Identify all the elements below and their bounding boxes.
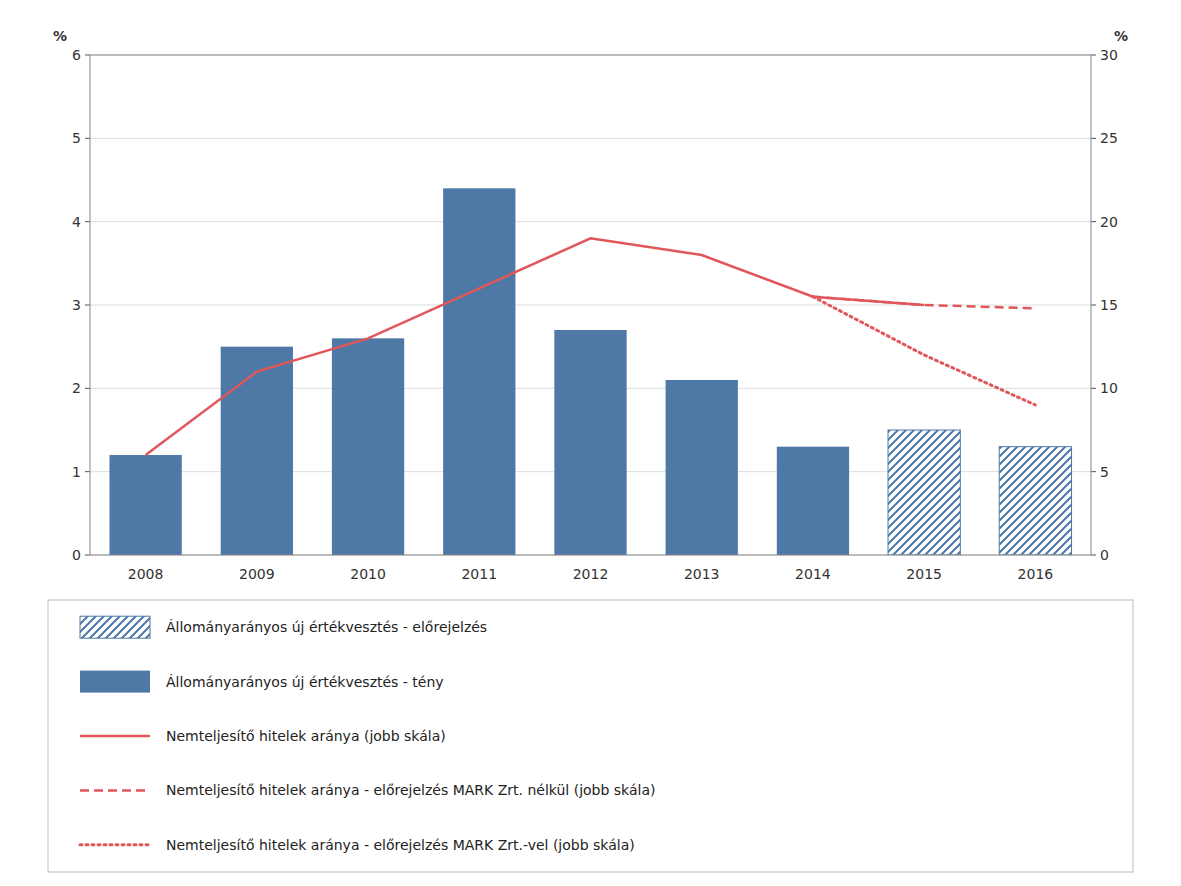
y2-tick-label: 10 xyxy=(1100,380,1118,396)
y2-tick xyxy=(1091,305,1096,306)
y2-tick xyxy=(1091,221,1096,222)
y2-tick-label: 25 xyxy=(1100,130,1118,146)
y2-tick-label: 15 xyxy=(1100,297,1118,313)
bar xyxy=(554,330,626,555)
bar xyxy=(777,447,849,555)
bar xyxy=(443,188,515,555)
legend: Állományarányos új értékvesztés - előrej… xyxy=(48,600,1133,872)
legend-swatch xyxy=(80,843,150,846)
y-tick-label: 6 xyxy=(72,47,81,63)
legend-label: Állományarányos új értékvesztés - tény xyxy=(166,674,444,690)
y2-tick-label: 5 xyxy=(1100,464,1109,480)
bar xyxy=(999,447,1071,555)
y-axis-label: % xyxy=(53,28,67,44)
plot-frame xyxy=(90,55,1091,555)
x-tick-label: 2010 xyxy=(350,566,386,582)
line xyxy=(813,297,1035,405)
y2-tick xyxy=(1091,471,1096,472)
y2-tick xyxy=(1091,55,1096,56)
legend-swatch xyxy=(80,735,150,738)
y-tick xyxy=(85,55,90,56)
marks xyxy=(109,188,1071,555)
y-tick xyxy=(85,471,90,472)
y-tick-label: 3 xyxy=(72,297,81,313)
y2-tick xyxy=(1091,388,1096,389)
legend-label: Állományarányos új értékvesztés - előrej… xyxy=(166,619,487,635)
legend-swatch xyxy=(80,671,150,693)
y2-tick-label: 20 xyxy=(1100,214,1118,230)
y2-axis-label: % xyxy=(1114,28,1128,44)
x-tick-label: 2012 xyxy=(573,566,609,582)
legend-box xyxy=(48,600,1133,872)
y2-tick-label: 30 xyxy=(1100,47,1118,63)
bar xyxy=(221,347,293,555)
y-tick-label: 2 xyxy=(72,380,81,396)
y2-tick xyxy=(1091,138,1096,139)
grid-line xyxy=(90,221,1091,222)
y-tick xyxy=(85,138,90,139)
legend-label: Nemteljesítő hitelek aránya (jobb skála) xyxy=(166,728,446,744)
y-tick-label: 1 xyxy=(72,464,81,480)
grid xyxy=(90,55,1091,555)
legend-label: Nemteljesítő hitelek aránya - előrejelzé… xyxy=(166,837,635,853)
legend-swatch xyxy=(80,789,150,792)
chart: 0 1 2 3 4 5 6 0 5 10 15 20 25 30 2008 2009 2010 2011 2012 2… xyxy=(0,0,1181,886)
y2-tick-label: 0 xyxy=(1100,547,1109,563)
line xyxy=(146,238,925,455)
bar xyxy=(109,455,181,555)
x-tick-label: 2013 xyxy=(684,566,720,582)
bar xyxy=(332,338,404,555)
legend-label: Nemteljesítő hitelek aránya - előrejelzé… xyxy=(166,782,656,798)
y-tick xyxy=(85,555,90,556)
x-tick-label: 2011 xyxy=(461,566,497,582)
x-tick-label: 2015 xyxy=(906,566,942,582)
x-tick-label: 2009 xyxy=(239,566,275,582)
y-tick xyxy=(85,305,90,306)
y-tick xyxy=(85,221,90,222)
bar xyxy=(666,380,738,555)
y2-tick xyxy=(1091,555,1096,556)
grid-line xyxy=(90,138,1091,139)
x-tick-label: 2016 xyxy=(1018,566,1054,582)
line xyxy=(813,297,1035,309)
y-tick-label: 0 xyxy=(72,547,81,563)
y-tick xyxy=(85,388,90,389)
x-tick-label: 2014 xyxy=(795,566,831,582)
x-tick-label: 2008 xyxy=(128,566,164,582)
bar xyxy=(888,430,960,555)
y-tick-label: 4 xyxy=(72,214,81,230)
legend-swatch xyxy=(80,616,150,638)
y-tick-label: 5 xyxy=(72,130,81,146)
